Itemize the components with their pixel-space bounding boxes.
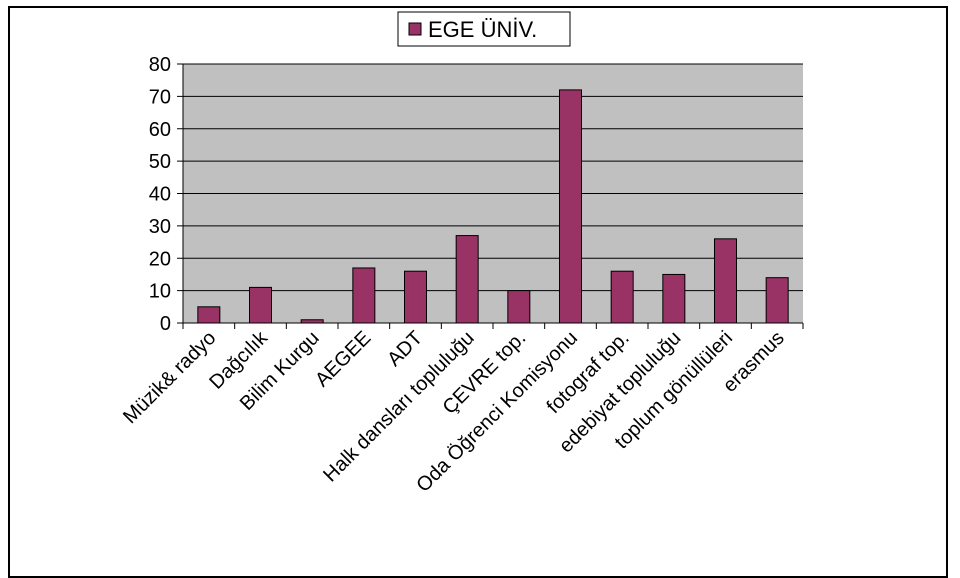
bar bbox=[404, 270, 427, 324]
bar bbox=[197, 306, 221, 324]
x-tick-label: ADT bbox=[383, 327, 427, 371]
y-tick-label: 30 bbox=[149, 216, 171, 238]
bar bbox=[507, 290, 531, 324]
bar bbox=[610, 270, 634, 324]
bar bbox=[300, 319, 324, 324]
y-tick-label: 10 bbox=[149, 281, 171, 303]
legend-swatch bbox=[408, 22, 422, 36]
bar bbox=[714, 238, 737, 324]
y-tick-label: 80 bbox=[149, 54, 171, 76]
bar bbox=[559, 89, 582, 324]
y-tick-label: 70 bbox=[149, 86, 171, 108]
y-tick-label: 50 bbox=[149, 151, 171, 173]
y-tick-label: 20 bbox=[149, 248, 171, 270]
x-tick-label: AEGEE bbox=[311, 327, 375, 391]
bar bbox=[352, 267, 376, 324]
legend-box bbox=[397, 11, 571, 47]
legend: EGE ÜNİV. bbox=[397, 11, 571, 47]
y-tick-label: 60 bbox=[149, 119, 171, 141]
bar bbox=[662, 273, 686, 324]
bar bbox=[765, 277, 789, 324]
y-tick-label: 0 bbox=[160, 313, 171, 335]
legend-label: EGE ÜNİV. bbox=[428, 17, 537, 42]
bar bbox=[455, 235, 479, 324]
y-tick-label: 40 bbox=[149, 184, 171, 206]
bar bbox=[249, 286, 272, 324]
